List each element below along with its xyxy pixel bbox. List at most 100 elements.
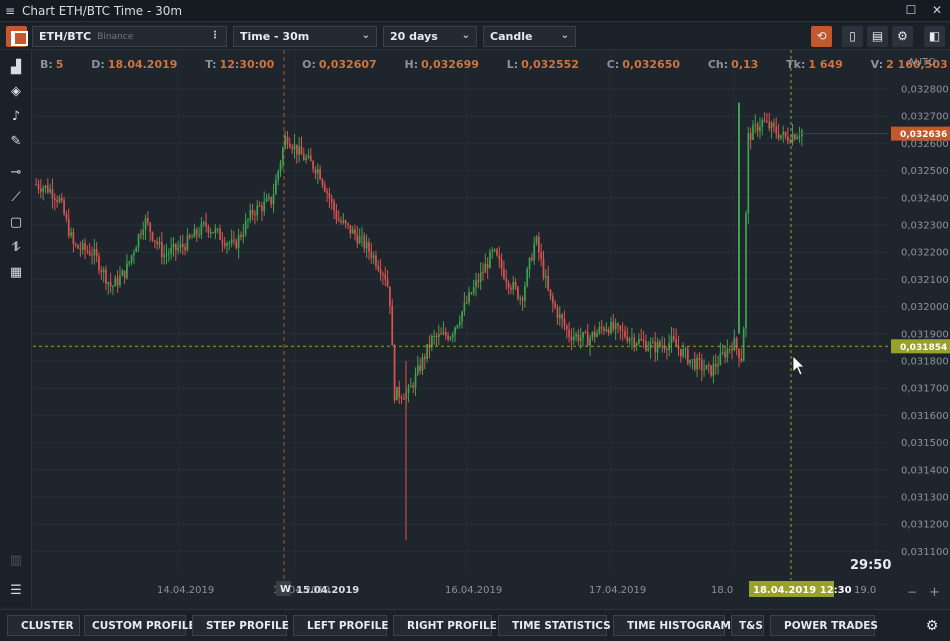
- panel-button-label: TIME HISTOGRAM: [627, 619, 731, 632]
- horizontal-line-icon[interactable]: ⊸: [10, 165, 22, 180]
- candle-body: [493, 249, 496, 251]
- candle-body: [435, 335, 438, 338]
- panel-button-custom-profile[interactable]: CUSTOM PROFILE: [84, 615, 196, 636]
- candle-body: [761, 120, 764, 127]
- candle-body: [81, 243, 84, 250]
- candle-body: [77, 245, 79, 249]
- price-chart[interactable]: 0,032800 0,032700 0,032600 0,032500 0,032400…: [33, 50, 950, 607]
- candle-body: [354, 229, 356, 235]
- side-panel-icon[interactable]: ◧: [924, 26, 945, 47]
- candle-body: [244, 221, 247, 235]
- rectangle-icon[interactable]: ▢: [9, 215, 23, 230]
- indicators-icon[interactable]: ▟: [11, 60, 21, 75]
- candle-body: [461, 311, 463, 322]
- candle-body: [342, 220, 345, 223]
- candle-body: [728, 348, 731, 350]
- panel-toggle-icon[interactable]: [6, 26, 28, 47]
- info-volume: V: 2 160,503: [870, 58, 948, 71]
- candle-body: [621, 330, 624, 332]
- info-high: H: 0,032699: [404, 58, 479, 71]
- candle-body: [349, 224, 352, 234]
- candle-body: [193, 229, 196, 238]
- candle-body: [693, 359, 696, 370]
- candle-body: [100, 270, 103, 273]
- candle-body: [568, 329, 570, 337]
- candle-body: [65, 214, 68, 219]
- candle-body: [582, 332, 584, 338]
- candle-body: [403, 398, 405, 400]
- auto-scale-toggle[interactable]: AUTO: [907, 57, 936, 68]
- candle-body: [298, 146, 301, 155]
- period-select[interactable]: 20 days ⌄: [383, 26, 477, 47]
- y-tick-label: 0,031500: [901, 438, 949, 449]
- candle-body: [652, 342, 654, 344]
- candle-body: [181, 244, 184, 248]
- layers-icon[interactable]: ◈: [11, 84, 21, 99]
- candle-body: [591, 332, 594, 338]
- alert-bell-icon[interactable]: ♪: [11, 109, 21, 124]
- panel-button-cluster[interactable]: CLUSTER: [7, 615, 80, 636]
- candle-body: [768, 121, 771, 129]
- crosshair-time-label: 18.04.2019 12:30: [753, 585, 852, 596]
- candle-body: [598, 326, 601, 333]
- pencil-icon[interactable]: ✎: [10, 134, 22, 149]
- candle-body: [316, 169, 319, 174]
- panel-button-power-trades[interactable]: POWER TRADES: [770, 615, 878, 636]
- candle-body: [672, 336, 675, 340]
- replay-icon[interactable]: ⟲: [811, 26, 832, 47]
- menu-icon[interactable]: ≡: [4, 3, 16, 18]
- symbol-selector[interactable]: ETH/BTC Binance ⋮: [32, 26, 227, 47]
- ruler-icon[interactable]: ▦: [9, 265, 23, 280]
- info-low: L: 0,032552: [506, 58, 579, 71]
- y-tick-label: 0,032300: [901, 221, 949, 232]
- candle-body: [212, 232, 214, 234]
- chart-type-select[interactable]: Candle ⌄: [483, 26, 576, 47]
- candle-body: [323, 184, 326, 192]
- candle-body: [295, 144, 298, 155]
- panel-button-t-s[interactable]: T&S: [731, 615, 764, 636]
- candle-body: [726, 349, 729, 358]
- trend-line-icon[interactable]: ⟋: [11, 190, 21, 205]
- candle-body: [514, 281, 517, 287]
- mouse-icon[interactable]: ▯: [842, 26, 863, 47]
- info-ticks: Tk: 1 649: [786, 58, 843, 71]
- symbol-label: ETH/BTC: [39, 30, 92, 43]
- candle-body: [682, 349, 685, 357]
- zoom-in-icon[interactable]: +: [929, 585, 940, 600]
- panel-button-time-statistics[interactable]: TIME STATISTICS: [498, 615, 611, 636]
- trash-icon[interactable]: ▥: [9, 553, 23, 568]
- candle-body: [756, 124, 759, 132]
- panel-button-step-profile[interactable]: STEP PROFILE: [192, 615, 289, 636]
- maximize-icon[interactable]: ☐: [905, 3, 917, 17]
- current-price-tag: [891, 126, 950, 141]
- candle-body: [284, 136, 287, 149]
- candle-body: [703, 369, 705, 371]
- candle-body: [712, 363, 715, 376]
- y-tick-label: 0,031100: [901, 547, 949, 558]
- fibonacci-icon[interactable]: ⥮: [11, 240, 21, 255]
- candle-body: [363, 235, 366, 249]
- chart-area[interactable]: [33, 50, 950, 607]
- candle-body: [572, 336, 575, 341]
- candle-body: [351, 229, 354, 234]
- candle-body: [198, 234, 200, 236]
- template-icon[interactable]: ▤: [867, 26, 888, 47]
- candle-body: [281, 148, 284, 163]
- candle-body: [140, 234, 142, 236]
- close-icon[interactable]: ✕: [931, 3, 943, 17]
- candle-body: [300, 146, 303, 155]
- settings-icon[interactable]: ⚙: [892, 26, 913, 47]
- panel-button-right-profile[interactable]: RIGHT PROFILE: [393, 615, 497, 636]
- panel-button-left-profile[interactable]: LEFT PROFILE: [293, 615, 389, 636]
- panel-button-time-histogram[interactable]: TIME HISTOGRAM: [613, 615, 731, 636]
- zoom-out-icon[interactable]: −: [907, 585, 917, 599]
- list-icon[interactable]: ☰: [10, 583, 22, 598]
- candle-body: [754, 124, 757, 126]
- settings-gear-icon[interactable]: ⚙: [925, 618, 939, 634]
- candle-body: [603, 328, 605, 331]
- candle-body: [37, 184, 40, 189]
- more-vert-icon[interactable]: ⋮: [210, 30, 220, 41]
- candle-body: [742, 328, 745, 362]
- candle-body: [749, 132, 752, 140]
- timeframe-select[interactable]: Time - 30m ⌄: [233, 26, 377, 47]
